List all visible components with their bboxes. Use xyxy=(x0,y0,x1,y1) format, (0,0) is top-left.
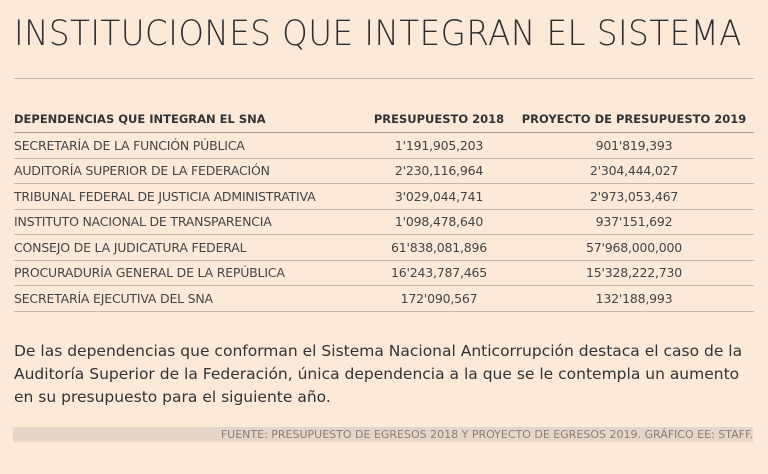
column-header-presupuesto-2018: PRESUPUESTO 2018 xyxy=(364,106,514,133)
dependency-name: CONSEJO DE LA JUDICATURA FEDERAL xyxy=(14,234,364,261)
budget-2019: 57'968,000,000 xyxy=(514,234,754,261)
table-row: INSTITUTO NACIONAL DE TRANSPARENCIA 1'098… xyxy=(14,209,754,235)
table-row: AUDITORÍA SUPERIOR DE LA FEDERACIÓN 2'230… xyxy=(14,158,754,184)
dependency-name: SECRETARÍA DE LA FUNCIÓN PÚBLICA xyxy=(14,132,364,159)
table-row: SECRETARÍA DE LA FUNCIÓN PÚBLICA 1'191,90… xyxy=(14,132,754,159)
table-row: PROCURADURÍA GENERAL DE LA REPÚBLICA 16'2… xyxy=(14,260,754,286)
budget-2019: 937'151,692 xyxy=(514,209,754,235)
dependency-name: PROCURADURÍA GENERAL DE LA REPÚBLICA xyxy=(14,260,364,286)
budget-2018: 2'230,116,964 xyxy=(364,158,514,184)
dependency-name: SECRETARÍA EJECUTIVA DEL SNA xyxy=(14,285,364,312)
budget-2019: 132'188,993 xyxy=(514,285,754,312)
budget-2019: 901'819,393 xyxy=(514,132,754,159)
budget-2018: 172'090,567 xyxy=(364,285,514,312)
dependency-name: INSTITUTO NACIONAL DE TRANSPARENCIA xyxy=(14,209,364,235)
budget-2018: 3'029,044,741 xyxy=(364,183,514,210)
table-row: TRIBUNAL FEDERAL DE JUSTICIA ADMINISTRAT… xyxy=(14,183,754,210)
budget-2018: 61'838,081,896 xyxy=(364,234,514,261)
divider xyxy=(14,78,754,79)
budget-2018: 1'191,905,203 xyxy=(364,132,514,159)
column-header-proyecto-2019: PROYECTO DE PRESUPUESTO 2019 xyxy=(514,106,754,133)
description-paragraph: De las dependencias que conforman el Sis… xyxy=(14,342,743,406)
page-title: INSTITUCIONES QUE INTEGRAN EL SISTEMA xyxy=(14,14,742,54)
budget-2019: 15'328,222,730 xyxy=(514,260,754,286)
budget-2018: 1'098,478,640 xyxy=(364,209,514,235)
budget-2019: 2'304,444,027 xyxy=(514,158,754,184)
table-header-row: DEPENDENCIAS QUE INTEGRAN EL SNA PRESUPU… xyxy=(14,106,754,133)
column-header-dependencias: DEPENDENCIAS QUE INTEGRAN EL SNA xyxy=(14,106,364,133)
budget-2018: 16'243,787,465 xyxy=(364,260,514,286)
dependency-name: TRIBUNAL FEDERAL DE JUSTICIA ADMINISTRAT… xyxy=(14,183,364,210)
source-note: FUENTE: PRESUPUESTO DE EGRESOS 2018 Y PR… xyxy=(13,427,753,442)
table-row: CONSEJO DE LA JUDICATURA FEDERAL 61'838,0… xyxy=(14,234,754,261)
budget-2019: 2'973,053,467 xyxy=(514,183,754,210)
table-row: SECRETARÍA EJECUTIVA DEL SNA 172'090,567 1… xyxy=(14,285,754,312)
budget-table: DEPENDENCIAS QUE INTEGRAN EL SNA PRESUPU… xyxy=(14,106,754,312)
dependency-name: AUDITORÍA SUPERIOR DE LA FEDERACIÓN xyxy=(14,158,364,184)
